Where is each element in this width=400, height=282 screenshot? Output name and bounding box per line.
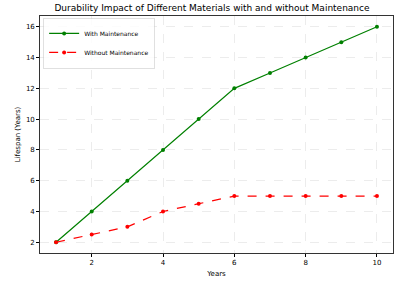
svg-text:10: 10 (372, 259, 381, 267)
svg-text:2: 2 (89, 259, 93, 267)
svg-text:16: 16 (26, 23, 35, 31)
svg-text:6: 6 (232, 259, 237, 267)
svg-text:10: 10 (26, 116, 35, 124)
svg-text:8: 8 (303, 259, 307, 267)
svg-text:12: 12 (26, 85, 35, 93)
svg-text:6: 6 (30, 177, 35, 185)
svg-text:Durability Impact of Different: Durability Impact of Different Materials… (54, 3, 370, 13)
svg-text:With Maintenance: With Maintenance (84, 30, 138, 37)
svg-text:8: 8 (30, 146, 34, 154)
svg-text:4: 4 (161, 259, 166, 267)
svg-text:2: 2 (30, 239, 34, 247)
svg-text:4: 4 (30, 208, 35, 216)
svg-text:Years: Years (206, 270, 226, 278)
svg-text:Without Maintenance: Without Maintenance (84, 49, 148, 56)
svg-text:14: 14 (26, 54, 35, 62)
svg-text:Lifespan (Years): Lifespan (Years) (14, 106, 22, 162)
